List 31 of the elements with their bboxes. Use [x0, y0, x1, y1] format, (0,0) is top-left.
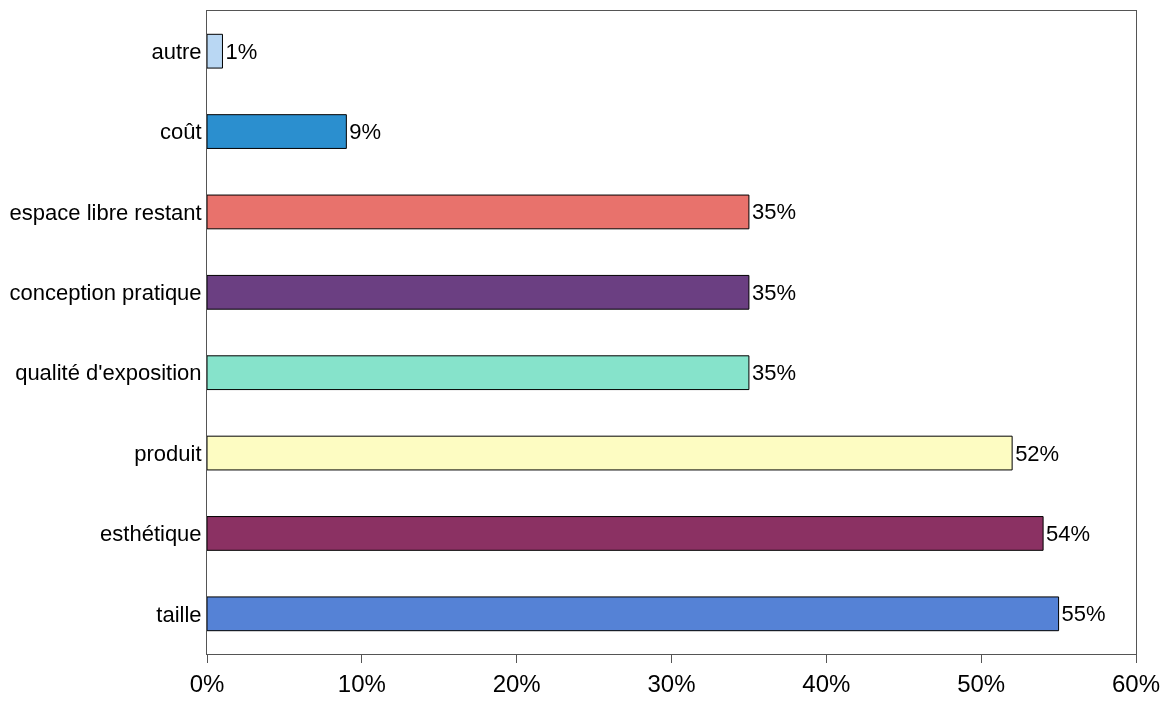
- data-label: 35%: [751, 199, 796, 225]
- bar: [207, 516, 1044, 551]
- x-tick-label: 30%: [647, 669, 696, 697]
- y-tick-label: coût: [160, 119, 202, 145]
- bar: [207, 355, 750, 391]
- x-tick-label: 50%: [957, 669, 1006, 697]
- y-tick-label: taille: [156, 601, 202, 627]
- data-label: 9%: [349, 119, 382, 145]
- y-tick-label: autre: [151, 38, 202, 64]
- bar: [207, 194, 750, 230]
- bar: [207, 435, 1013, 471]
- y-tick-label: produit: [134, 440, 202, 466]
- y-tick-label: qualité d'exposition: [15, 360, 202, 386]
- bar: [207, 33, 223, 69]
- x-tick-label: 0%: [189, 669, 225, 697]
- x-tick-label: 10%: [337, 669, 386, 697]
- data-label: 55%: [1061, 601, 1106, 627]
- x-tick-label: 60%: [1111, 669, 1161, 697]
- y-tick-label: conception pratique: [9, 280, 202, 306]
- data-label: 35%: [751, 360, 796, 386]
- bar: [207, 114, 347, 149]
- x-tick-label: 40%: [802, 669, 851, 697]
- data-label: 52%: [1015, 440, 1060, 466]
- x-tick-label: 20%: [492, 669, 541, 697]
- bar: [207, 274, 750, 310]
- data-label: 1%: [225, 38, 258, 64]
- y-tick-label: espace libre restant: [9, 199, 202, 225]
- data-label: 35%: [751, 279, 796, 305]
- y-tick-label: esthétique: [100, 521, 202, 547]
- bar: [207, 596, 1060, 632]
- data-label: 54%: [1046, 520, 1091, 546]
